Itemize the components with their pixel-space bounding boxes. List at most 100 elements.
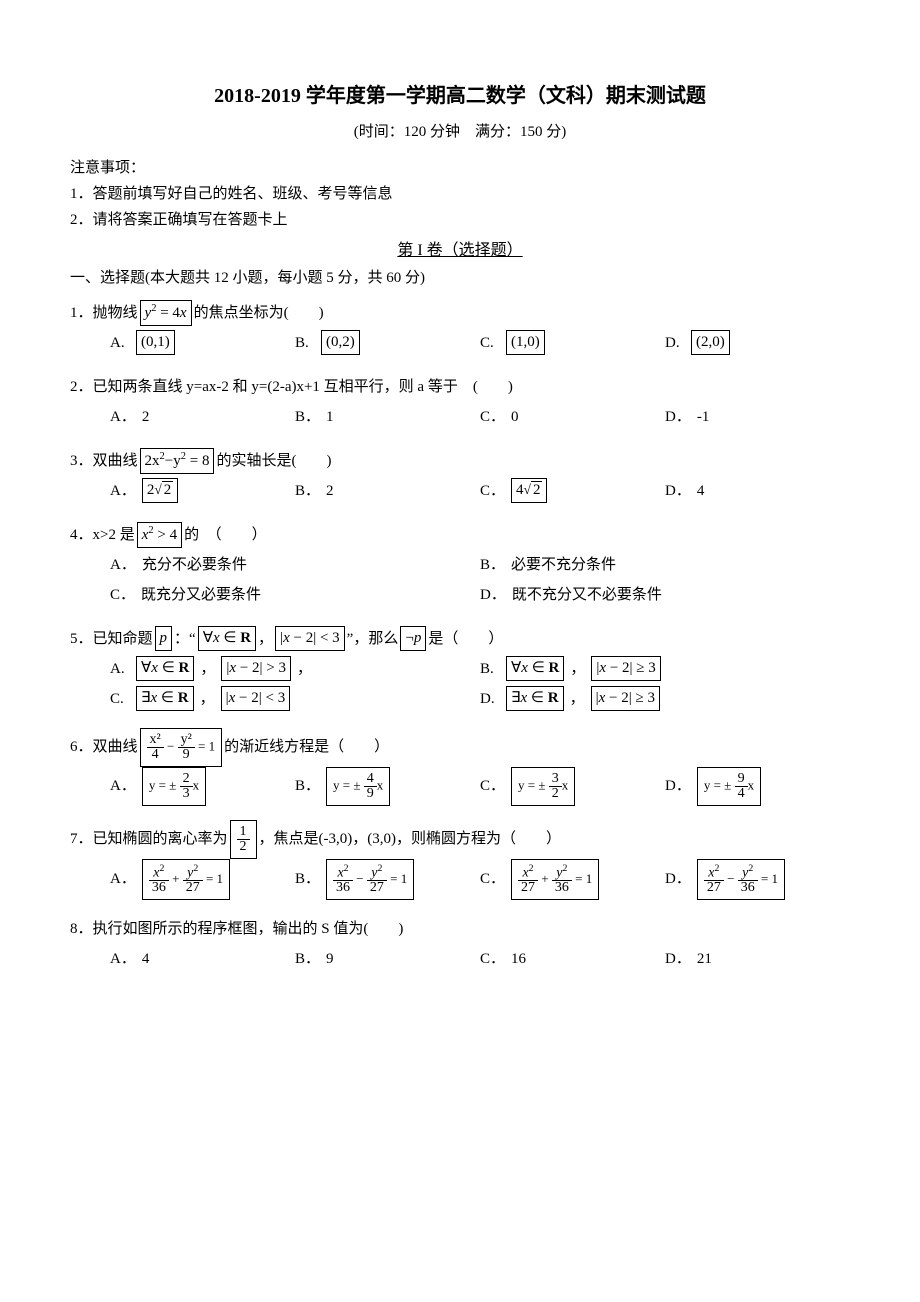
option-label: D． [480,580,506,610]
option-value: 0 [511,402,519,432]
x2: x2 [518,864,538,882]
x2: x2 [333,864,353,882]
frac-den: 9 [364,787,377,801]
question-1: 1．抛物线 y2 = 4x 的焦点坐标为( ) A. (0,1) B. (0,2… [70,298,850,358]
option-value: 必要不充分条件 [511,550,616,580]
option-value: 21 [697,944,712,974]
q6-option-d: D． y = ± 94x [665,767,850,806]
option-part1: ∃x ∈ R [506,686,564,711]
q5-mid1: ：“ [174,624,196,654]
option-value: 既不充分又不必要条件 [512,580,662,610]
eq: = 1 [390,870,407,885]
option-label: D. [665,328,685,358]
option-label: B． [295,864,320,894]
q3-prefix: 3．双曲线 [70,446,138,476]
q1-option-d: D. (2,0) [665,328,850,358]
option-label: B． [295,771,320,801]
q5-p: p [155,626,173,651]
q6-option-b: B． y = ± 49x [295,767,480,806]
option-part2: |x − 2| > 3 [221,656,291,681]
q3-option-a: A． 2√2 [110,476,295,506]
notice-line-2: 2．请将答案正确填写在答题卡上 [70,208,850,232]
option-value: x227 + y236 = 1 [511,859,599,901]
op: + [172,870,179,885]
q7-option-a: A． x236 + y227 = 1 [110,859,295,901]
x2: x2 [149,864,169,882]
page-title: 2018-2019 学年度第一学期高二数学（文科）期末测试题 [70,80,850,112]
option-label: C． [110,580,135,610]
frac-num: 2 [180,772,193,787]
frac-den: 3 [180,787,193,801]
option-label: A. [110,654,130,684]
question-5: 5．已知命题 p ：“ ∀x ∈ R ， |x − 2| < 3 ”，那么 ¬p… [70,624,850,714]
q1-suffix: 的焦点坐标为( ) [194,298,324,328]
y2: y2 [367,864,387,882]
option-value: (1,0) [506,330,545,355]
option-value: 9 [326,944,334,974]
q2-text: 2．已知两条直线 y=ax-2 和 y=(2-a)x+1 互相平行，则 a 等于… [70,372,850,402]
q5-mid3: 是（ ） [428,624,503,654]
q8-text: 8．执行如图所示的程序框图，输出的 S 值为( ) [70,914,850,944]
option-value: 4 [697,476,705,506]
frac-den: 36 [149,881,169,895]
q5-negp: ¬p [400,626,426,651]
x2: x2 [704,864,724,882]
option-part2: |x − 2| < 3 [221,686,291,711]
frac-den: 27 [367,881,387,895]
option-label: A． [110,476,136,506]
option-part2: |x − 2| ≥ 3 [591,656,660,681]
question-8: 8．执行如图所示的程序框图，输出的 S 值为( ) A． 4 B． 9 C． 1… [70,914,850,974]
q7-option-d: D． x227 − y236 = 1 [665,859,850,901]
q5-option-c: C. ∃x ∈ R ， |x − 2| < 3 [110,684,480,714]
op: − [727,870,734,885]
option-label: C． [480,402,505,432]
q3-option-d: D． 4 [665,476,850,506]
option-label: C. [480,328,500,358]
section-1-header: 第 I 卷（选择题） [70,238,850,264]
q3-suffix: 的实轴长是( ) [216,446,331,476]
option-label: B． [295,476,320,506]
option-label: D． [665,944,691,974]
option-value: y = ± 49x [326,767,390,806]
option-label: A． [110,402,136,432]
option-label: D． [665,771,691,801]
option-part1: ∀x ∈ R [136,656,194,681]
eq: = 1 [206,870,223,885]
q6-suffix: 的渐近线方程是（ ） [224,732,389,762]
q4-option-d: D． 既不充分又不必要条件 [480,580,850,610]
op: + [541,870,548,885]
q2-option-c: C． 0 [480,402,665,432]
q8-option-b: B． 9 [295,944,480,974]
option-label: B． [480,550,505,580]
frac-den: 27 [183,881,203,895]
q6-main-a-den: 4 [147,748,164,762]
option-label: B. [295,328,315,358]
option-label: C. [110,684,130,714]
q4-option-a: A． 充分不必要条件 [110,550,480,580]
frac-den: 36 [738,881,758,895]
q6-main-b-den: 9 [178,748,195,762]
eq: = 1 [575,870,592,885]
q4-formula: x2 > 4 [137,522,182,548]
q1-prefix: 1．抛物线 [70,298,138,328]
page-subtitle: (时间：120 分钟 满分：150 分) [70,120,850,144]
option-label: D． [665,402,691,432]
q7-option-b: B． x236 − y227 = 1 [295,859,480,901]
option-label: C． [480,771,505,801]
q2-option-b: B． 1 [295,402,480,432]
comma: ， [570,654,585,684]
comma: ， [570,684,585,714]
option-part2: |x − 2| ≥ 3 [591,686,660,711]
q6-option-a: A． y = ± 23x [110,767,295,806]
y2: y2 [738,864,758,882]
notice-header: 注意事项： [70,156,850,180]
option-value: 充分不必要条件 [142,550,247,580]
question-3: 3．双曲线 2x2−y2 = 8 的实轴长是( ) A． 2√2 B． 2 C．… [70,446,850,506]
option-value: 1 [326,402,334,432]
option-value: y = ± 94x [697,767,761,806]
option-value: 2 [326,476,334,506]
question-7: 7．已知椭圆的离心率为 12 ，焦点是(-3,0)，(3,0)，则椭圆方程为（ … [70,820,850,901]
option-label: A. [110,328,130,358]
q6-main-a: x² [147,733,164,748]
option-value: 4 [142,944,150,974]
